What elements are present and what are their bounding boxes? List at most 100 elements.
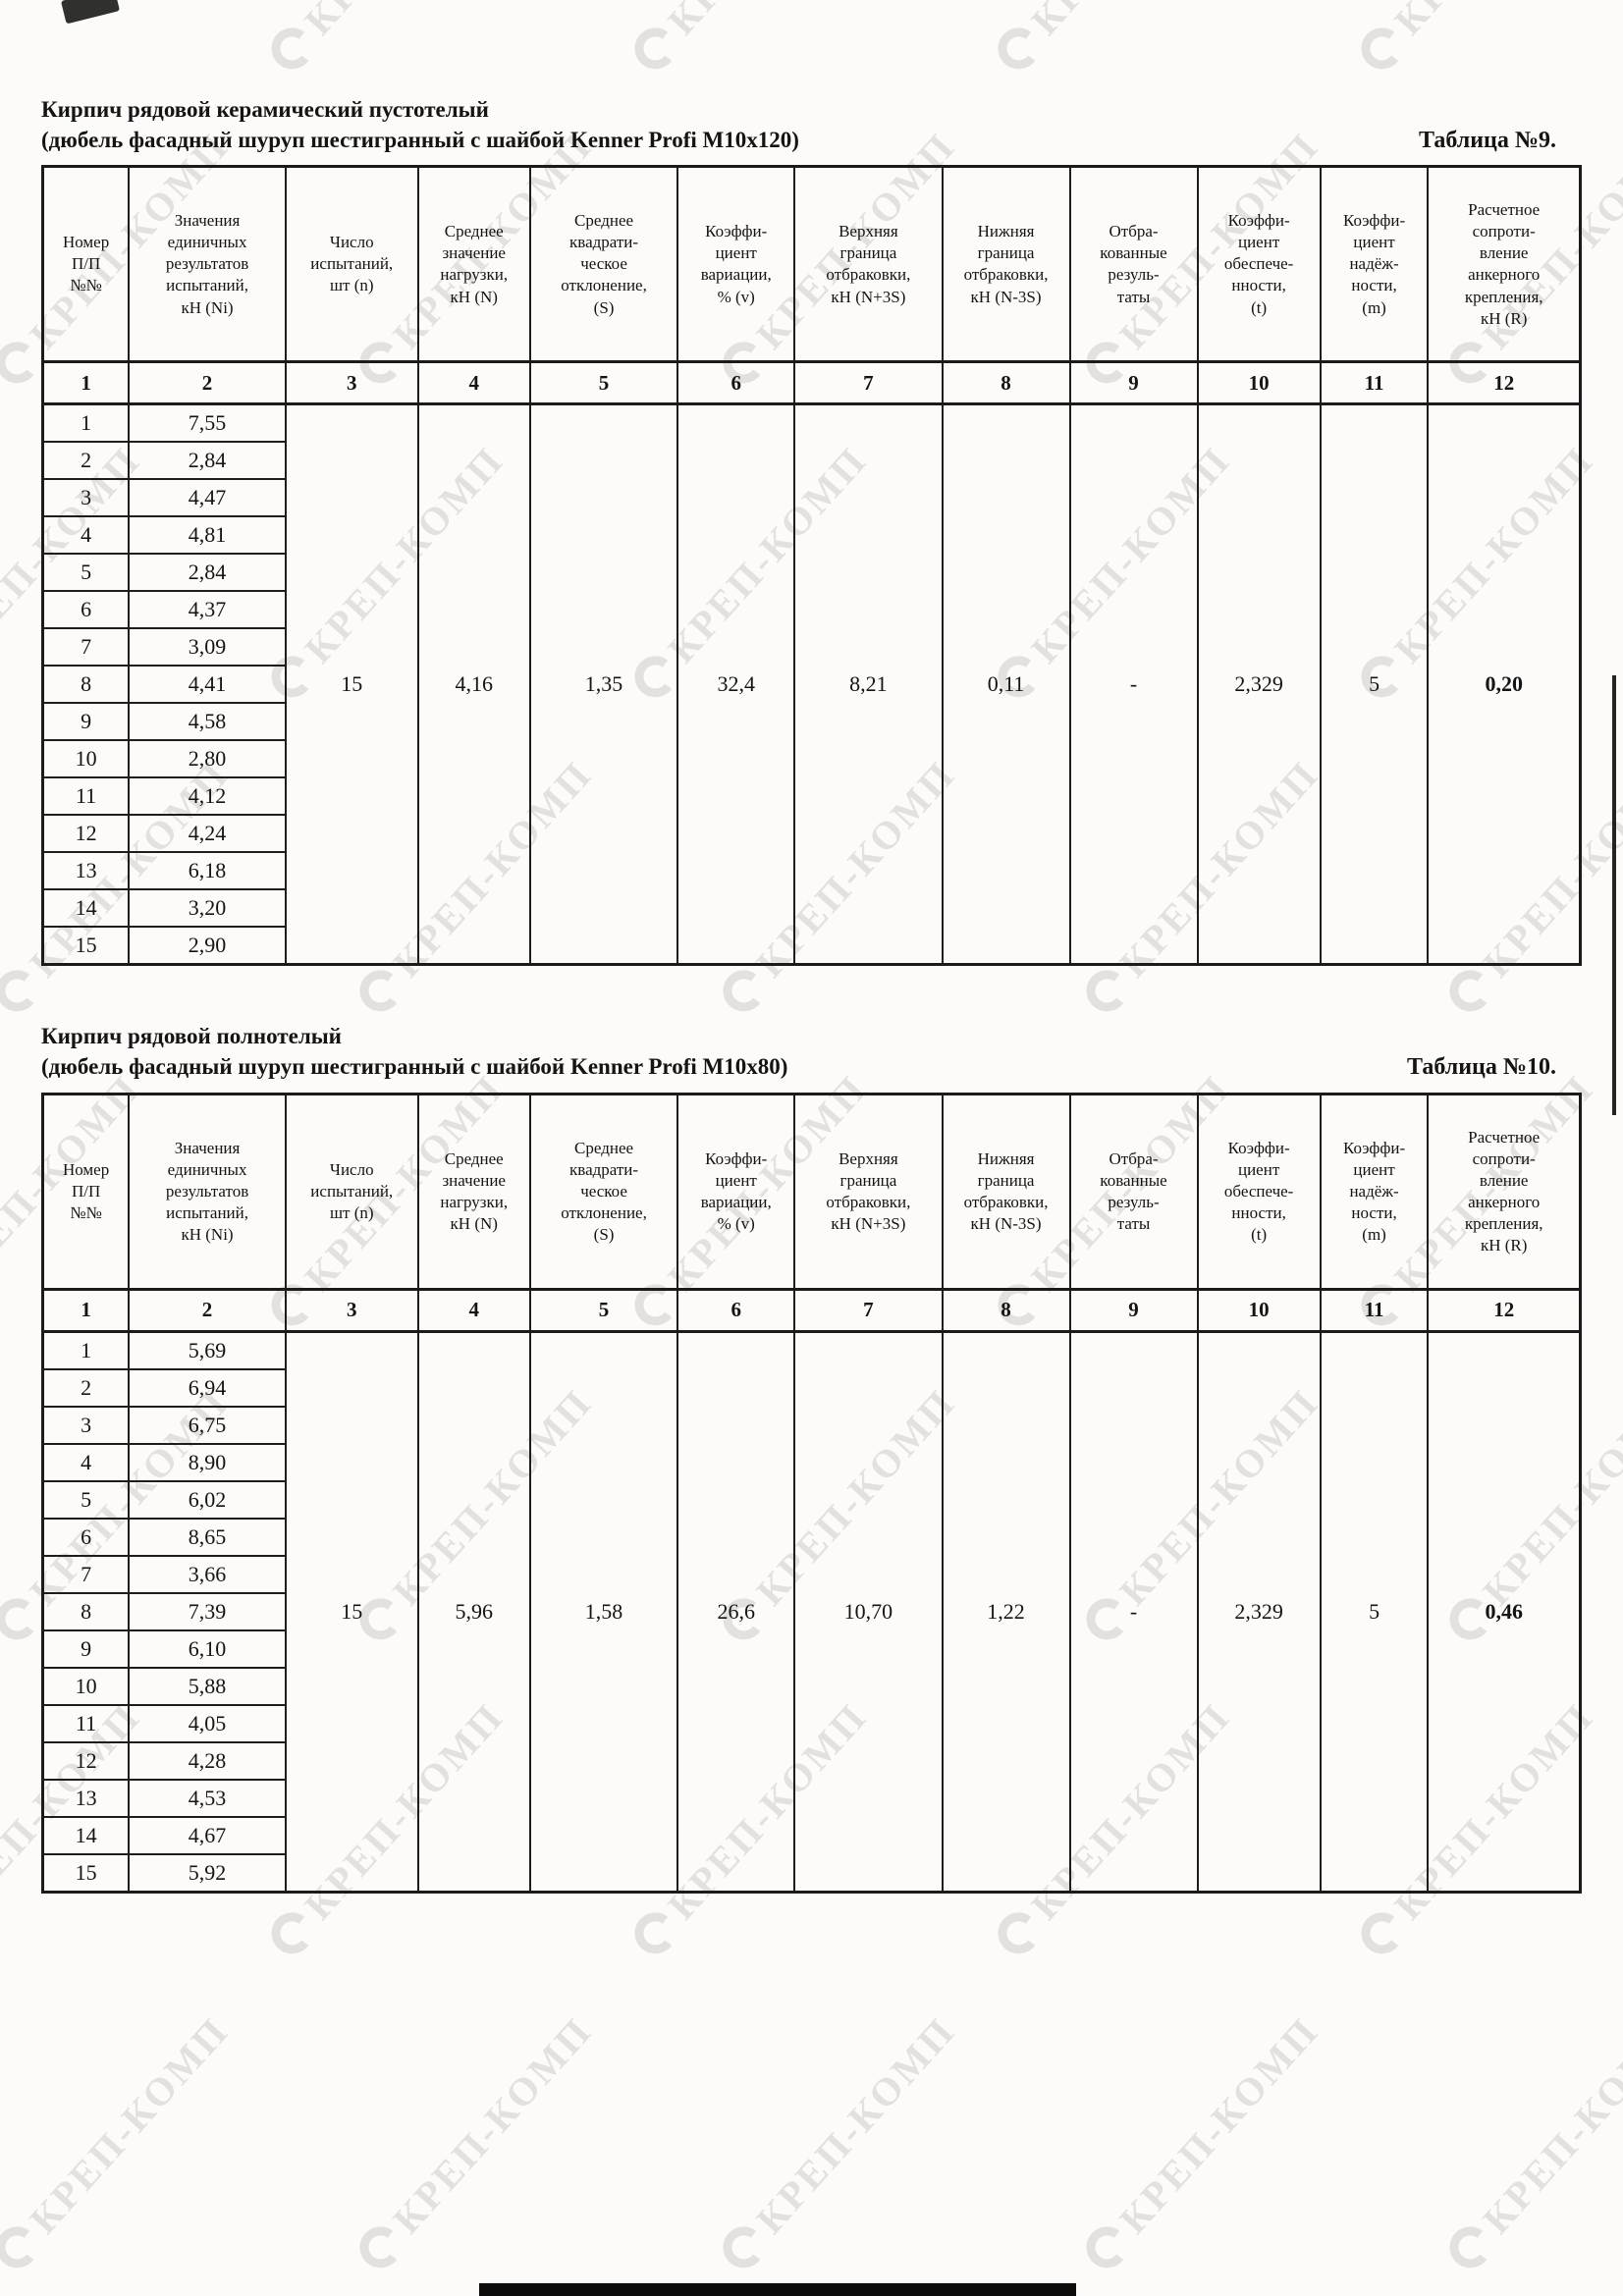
summary-value-cell: 10,70	[793, 1330, 944, 1894]
column-header: Число испытаний, шт (n)	[284, 1093, 419, 1291]
row-number-cell: 12	[41, 1740, 131, 1781]
table10-label: Таблица №10.	[1406, 1054, 1556, 1081]
row-number-cell: 9	[41, 1629, 131, 1669]
result-value-cell: 4,37	[128, 590, 287, 630]
result-value-cell: 7,39	[128, 1591, 287, 1631]
crescent-logo-icon	[720, 2223, 768, 2271]
result-value-cell: 8,90	[128, 1442, 287, 1482]
row-number-cell: 9	[41, 702, 131, 742]
summary-value-cell: 2,329	[1196, 1330, 1322, 1894]
column-header: Расчетное сопроти- вление анкерного креп…	[1427, 1093, 1582, 1291]
column-number: 11	[1319, 1287, 1430, 1333]
summary-value-cell: 5,96	[416, 1330, 531, 1894]
column-header: Значения единичных результатов испытаний…	[128, 1093, 287, 1291]
result-value-cell: 4,47	[128, 478, 287, 518]
row-number-cell: 6	[41, 590, 131, 630]
result-value-cell: 4,58	[128, 702, 287, 742]
table10-title: Кирпич рядовой полнотелый	[41, 1024, 342, 1049]
row-number-cell: 2	[41, 1367, 131, 1408]
summary-value-cell: 1,35	[528, 402, 679, 966]
table-row: 7 3,09	[41, 627, 1581, 667]
krep-komp-watermark: КРЕП-КОМП	[1440, 2007, 1623, 2278]
table-row: 13 4,53	[41, 1778, 1581, 1818]
column-number: 9	[1068, 360, 1199, 406]
crescent-logo-icon	[356, 2223, 405, 2271]
result-value-cell: 5,69	[128, 1330, 287, 1370]
watermark-text: КРЕП-КОМП	[21, 2007, 238, 2242]
result-value-cell: 5,88	[128, 1666, 287, 1706]
result-value-cell: 8,65	[128, 1517, 287, 1557]
column-header: Среднее значение нагрузки, кН (N)	[416, 1093, 531, 1291]
column-header: Отбра- кованные резуль- таты	[1068, 1093, 1199, 1291]
table-row: 14 3,20	[41, 888, 1581, 929]
row-number-cell: 15	[41, 1852, 131, 1894]
row-number-cell: 14	[41, 1815, 131, 1855]
result-value-cell: 2,84	[128, 441, 287, 481]
column-header: Коэффи- циент надёж- ности, (m)	[1319, 1093, 1430, 1291]
column-number: 3	[284, 1287, 419, 1333]
data-table-10: Номер П/П №№ Значения единичных результат…	[41, 1092, 1582, 1894]
result-value-cell: 4,81	[128, 515, 287, 556]
column-header: Среднее квадрати- ческое отклонение, (S)	[528, 165, 679, 363]
summary-value-cell: -	[1068, 1330, 1199, 1894]
data-table-9: Номер П/П №№ Значения единичных результат…	[41, 165, 1582, 967]
watermark-text: КРЕП-КОМП	[1110, 2007, 1327, 2242]
row-number-cell: 14	[41, 888, 131, 929]
table-row: 4 4,81	[41, 515, 1581, 556]
column-number: 2	[128, 360, 287, 406]
result-value-cell: 3,20	[128, 888, 287, 929]
column-header: Значения единичных результатов испытаний…	[128, 165, 287, 363]
row-number-cell: 2	[41, 441, 131, 481]
crescent-logo-icon	[1083, 2223, 1131, 2271]
row-number-cell: 4	[41, 1442, 131, 1482]
watermark-text: КРЕП-КОМП	[1474, 2007, 1623, 2242]
summary-value-cell: 0,46	[1427, 1330, 1582, 1894]
table-row: 9 6,10	[41, 1629, 1581, 1669]
scan-bar-artifact	[479, 2283, 1076, 2296]
column-header: Коэффи- циент обеспече- нности, (t)	[1196, 1093, 1322, 1291]
row-number-cell: 11	[41, 1703, 131, 1743]
column-number: 12	[1427, 360, 1582, 406]
column-header: Коэффи- циент вариации, % (v)	[676, 165, 796, 363]
column-number: 6	[676, 360, 796, 406]
table-row: 3 4,47	[41, 478, 1581, 518]
table-row: 15 5,92	[41, 1852, 1581, 1894]
table-row: 5 2,84	[41, 553, 1581, 593]
result-value-cell: 2,90	[128, 926, 287, 966]
row-number-cell: 8	[41, 1591, 131, 1631]
column-number: 6	[676, 1287, 796, 1333]
column-number: 7	[793, 360, 944, 406]
table-row: 6 8,65	[41, 1517, 1581, 1557]
table-row: 6 4,37	[41, 590, 1581, 630]
table9-title: Кирпич рядовой керамический пустотелый	[41, 97, 489, 122]
result-value-cell: 6,94	[128, 1367, 287, 1408]
result-value-cell: 6,75	[128, 1405, 287, 1445]
table-row: 11 4,12	[41, 776, 1581, 817]
scan-line-artifact	[1612, 675, 1616, 1115]
row-number-cell: 10	[41, 739, 131, 779]
row-number-cell: 11	[41, 776, 131, 817]
crescent-logo-icon	[0, 2223, 41, 2271]
table-row: 1 7,55 15 4,16 1,35 32,4 8,21 0,11-2,329 5 0,20	[41, 402, 1582, 966]
column-number: 5	[528, 360, 679, 406]
column-header: Коэффи- циент надёж- ности, (m)	[1319, 165, 1430, 363]
crescent-logo-icon	[1358, 1909, 1406, 1957]
row-number-cell: 13	[41, 851, 131, 891]
column-number: 1	[41, 360, 131, 406]
watermark-text: КРЕП-КОМП	[747, 2007, 964, 2242]
result-value-cell: 4,05	[128, 1703, 287, 1743]
result-value-cell: 4,53	[128, 1778, 287, 1818]
krep-komp-watermark: КРЕП-КОМП	[714, 2007, 964, 2278]
table-row: 11 4,05	[41, 1703, 1581, 1743]
summary-value-cell: 2,329	[1196, 402, 1322, 966]
row-number-cell: 1	[41, 402, 131, 444]
table-row: 10 2,80	[41, 739, 1581, 779]
row-number-cell: 3	[41, 1405, 131, 1445]
column-number: 3	[284, 360, 419, 406]
crescent-logo-icon	[631, 1909, 679, 1957]
column-number: 12	[1427, 1287, 1582, 1333]
result-value-cell: 6,18	[128, 851, 287, 891]
summary-value-cell: 1,58	[528, 1330, 679, 1894]
table-row: 10 5,88	[41, 1666, 1581, 1706]
column-number: 2	[128, 1287, 287, 1333]
